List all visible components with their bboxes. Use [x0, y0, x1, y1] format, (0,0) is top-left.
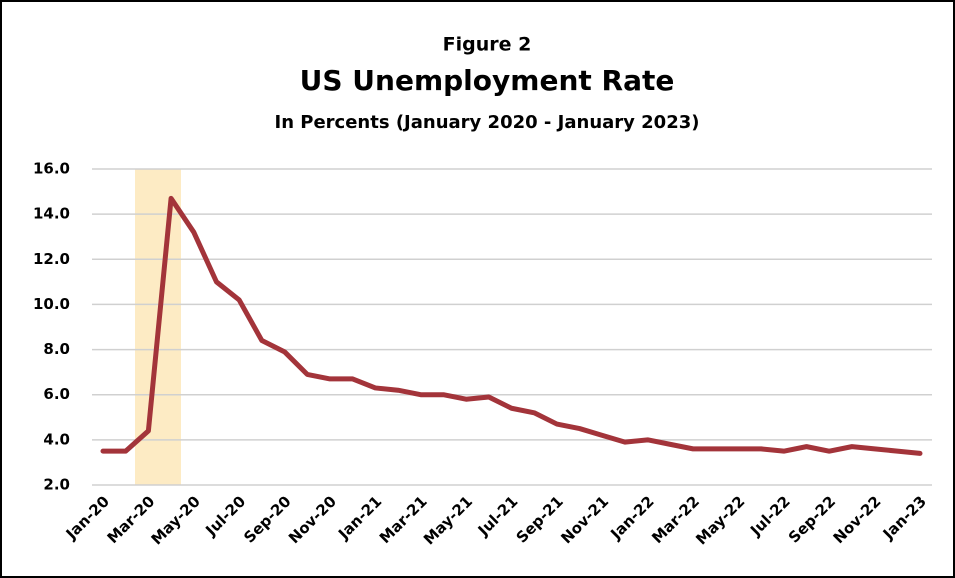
y-tick-label: 16.0 [33, 160, 70, 178]
data-line [100, 195, 923, 456]
y-tick-label: 4.0 [43, 430, 70, 448]
y-tick-label: 10.0 [33, 295, 70, 313]
y-tick-label: 2.0 [43, 476, 70, 494]
chart-subtitle: In Percents (January 2020 - January 2023… [275, 112, 700, 133]
y-tick-label: 12.0 [33, 250, 70, 268]
chart-title: US Unemployment Rate [300, 64, 675, 97]
y-tick-label: 6.0 [43, 385, 70, 403]
figure-label: Figure 2 [443, 34, 532, 56]
y-tick-label: 8.0 [43, 340, 70, 358]
y-tick-label: 14.0 [33, 205, 70, 223]
